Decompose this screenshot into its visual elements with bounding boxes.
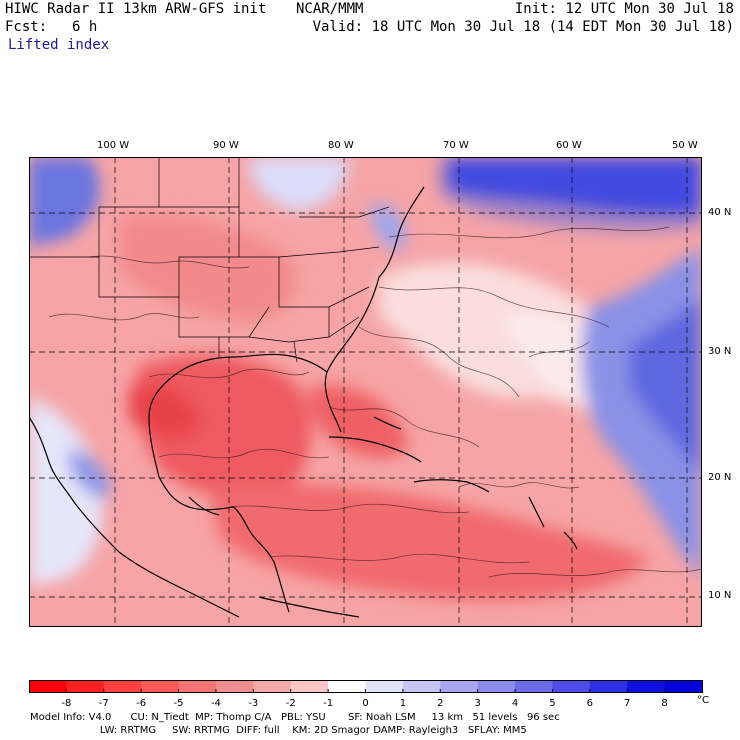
colorbar-label: 3 [474, 698, 480, 709]
colorbar-cell [589, 680, 628, 693]
institution-label: NCAR/MMM [296, 1, 364, 17]
map-frame [29, 157, 702, 627]
colorbar-label: 1 [400, 698, 406, 709]
colorbar-label: 8 [661, 698, 667, 709]
colorbar-cell [290, 680, 329, 693]
colorbar-cell [515, 680, 553, 693]
lon-label-70w: 70 W [443, 140, 469, 151]
lat-label-30n: 30 N [708, 346, 732, 357]
model-info-line1: Model Info: V4.0 CU: N_Tiedt MP: Thomp C… [30, 712, 560, 723]
model-info-line2: LW: RRTMG SW: RRTMG DIFF: full KM: 2D Sm… [30, 725, 527, 736]
colorbar-cell [664, 680, 703, 693]
colorbar-cell [365, 680, 404, 693]
colorbar-label: -8 [61, 698, 71, 709]
colorbar-label: -6 [136, 698, 146, 709]
field-shading [29, 157, 702, 601]
political-boundaries [29, 157, 390, 363]
coastlines [29, 186, 578, 618]
colorbar-label: 7 [624, 698, 630, 709]
forecast-label: Fcst: [5, 19, 48, 35]
contour-lines [48, 226, 702, 578]
lon-label-90w: 90 W [213, 140, 239, 151]
colorbar-label: 4 [512, 698, 518, 709]
colorbar-cell [141, 680, 180, 693]
colorbar-cell [402, 680, 441, 693]
colorbar-cell [627, 680, 666, 693]
colorbar-cell [253, 680, 292, 693]
forecast-hour: 6 h [72, 19, 98, 35]
colorbar-label: -1 [323, 698, 333, 709]
lon-label-60w: 60 W [556, 140, 582, 151]
lon-label-80w: 80 W [328, 140, 354, 151]
lon-label-100w: 100 W [97, 140, 130, 151]
colorbar-cell [66, 680, 105, 693]
lat-label-40n: 40 N [708, 207, 732, 218]
init-time: Init: 12 UTC Mon 30 Jul 18 [514, 1, 734, 17]
colorbar-label: 6 [587, 698, 593, 709]
colorbar-cell [29, 680, 67, 693]
colorbar-label: -4 [211, 698, 221, 709]
colorbar-labels: -8 -7 -6 -5 -4 -3 -2 -1 0 1 2 3 4 5 6 7 8 [61, 689, 668, 709]
colorbar-label: 0 [362, 698, 368, 709]
colorbar-cells [29, 680, 703, 693]
colorbar-label: -7 [99, 698, 109, 709]
colorbar-cell [552, 680, 591, 693]
colorbar-cell [103, 680, 142, 693]
lifted-index-map [29, 157, 702, 627]
lat-label-20n: 20 N [708, 472, 732, 483]
colorbar-cell [215, 680, 254, 693]
colorbar-label: 2 [437, 698, 443, 709]
lat-label-10n: 10 N [708, 590, 732, 601]
model-title: HIWC Radar II 13km ARW-GFS init [5, 1, 267, 17]
colorbar-unit: °C [697, 695, 709, 706]
field-name: Lifted index [8, 37, 110, 53]
valid-time: Valid: 18 UTC Mon 30 Jul 18 (14 EDT Mon … [312, 19, 734, 35]
colorbar-label: -2 [286, 698, 296, 709]
colorbar-label: -3 [248, 698, 258, 709]
graticule [29, 157, 702, 627]
colorbar-cell [178, 680, 217, 693]
colorbar-cell [328, 680, 366, 693]
lon-label-50w: 50 W [672, 140, 698, 151]
colorbar-label: 5 [549, 698, 555, 709]
colorbar-label: -5 [174, 698, 184, 709]
colorbar-cell [440, 680, 479, 693]
colorbar-cell [477, 680, 516, 693]
colorbar: -8 -7 -6 -5 -4 -3 -2 -1 0 1 2 3 4 5 6 7 8 °C [29, 680, 709, 709]
